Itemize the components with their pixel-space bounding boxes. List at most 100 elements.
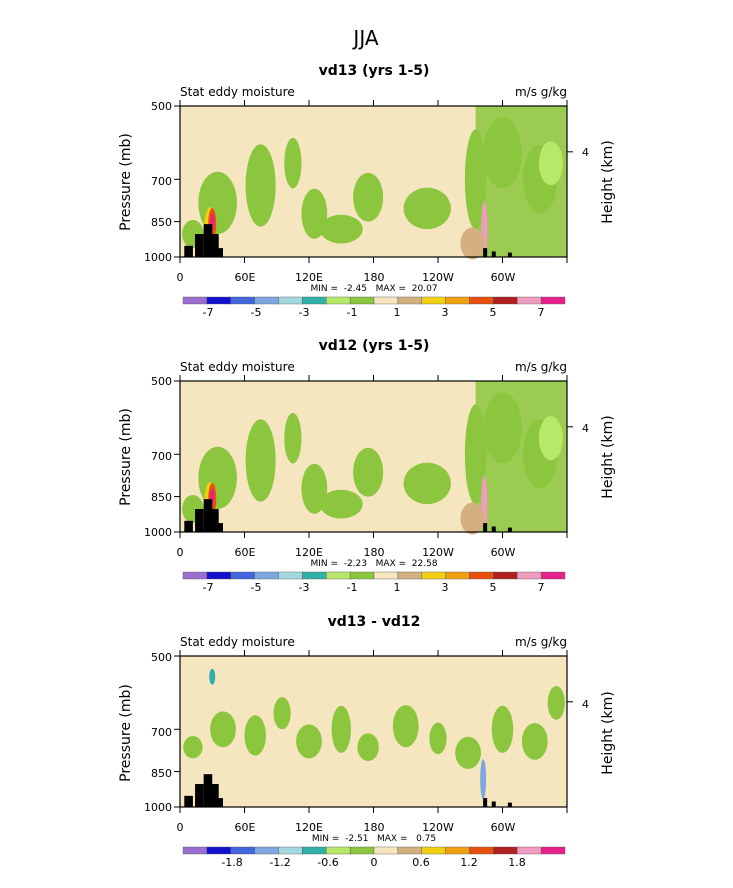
colorbar-swatch xyxy=(326,846,351,855)
panel-1-ytick-850: 850 xyxy=(151,216,172,229)
topography xyxy=(491,801,496,807)
panel-1-cb-label: -3 xyxy=(299,306,310,319)
panel-2-cb-label: 5 xyxy=(490,581,497,594)
panel-2-xtick-60w: 60W xyxy=(491,546,516,559)
panel-2-frame xyxy=(179,380,568,533)
colorbar-swatch xyxy=(421,296,446,305)
panel-1-ylabel: Pressure (mb) xyxy=(118,133,134,231)
panel-1-ytick-700: 700 xyxy=(151,175,172,188)
colorbar-swatch xyxy=(421,571,446,580)
contour-region xyxy=(429,722,447,755)
panel-3-right-label: m/s g/kg xyxy=(515,635,567,649)
topography xyxy=(214,798,223,807)
contour-region xyxy=(183,736,203,759)
panel-1-cb-label: 7 xyxy=(538,306,545,319)
topography xyxy=(195,234,204,257)
panel-2-cb-label: -7 xyxy=(203,581,214,594)
panel-2-ytick-850: 850 xyxy=(151,491,172,504)
colorbar-swatch xyxy=(254,846,279,855)
colorbar-swatch xyxy=(278,571,303,580)
colorbar-swatch xyxy=(326,296,351,305)
panel-2-stats: MIN = -2.23 MAX = 22.58 xyxy=(310,559,437,569)
panel-1: vd13 (yrs 1-5) Stat eddy moisture m/s g/… xyxy=(118,63,616,319)
panel-1-field xyxy=(174,100,573,263)
topography xyxy=(507,527,512,532)
panel-3-left-label: Stat eddy moisture xyxy=(180,635,295,649)
topography xyxy=(507,802,512,807)
colorbar-swatch xyxy=(278,296,303,305)
contour-region xyxy=(392,705,419,748)
colorbar-swatch xyxy=(326,571,351,580)
panel-3-cb-label: 1.8 xyxy=(508,856,526,869)
colorbar-swatch xyxy=(206,571,231,580)
panel-2-ytick-700: 700 xyxy=(151,450,172,463)
panel-3-field xyxy=(174,650,573,813)
panel-3-ytick-500: 500 xyxy=(151,651,172,664)
panel-2-ytick-1000: 1000 xyxy=(144,526,172,539)
colorbar-swatch xyxy=(349,846,375,855)
colorbar-swatch xyxy=(540,571,566,580)
panel-1-stats: MIN = -2.45 MAX = 20.07 xyxy=(310,284,437,294)
colorbar-swatch xyxy=(469,571,494,580)
contour-region xyxy=(284,412,302,464)
contour-region xyxy=(353,172,384,222)
panel-1-cb-label: 3 xyxy=(442,306,449,319)
panel-1-ytick-1000: 1000 xyxy=(144,251,172,264)
contour-region xyxy=(319,214,363,244)
topography xyxy=(491,526,496,532)
panel-2-right-label: m/s g/kg xyxy=(515,360,567,374)
colorbar-swatch xyxy=(182,296,208,305)
panel-1-xtick-60e: 60E xyxy=(235,271,256,284)
contour-region xyxy=(319,489,363,519)
panel-2-cb-label: -5 xyxy=(251,581,262,594)
topography xyxy=(214,523,223,532)
panel-3-title: vd13 - vd12 xyxy=(328,614,421,630)
contour-region xyxy=(273,697,291,730)
topography xyxy=(210,509,219,532)
panel-2-cb-label: 7 xyxy=(538,581,545,594)
colorbar-swatch xyxy=(206,296,231,305)
colorbar-swatch xyxy=(540,846,566,855)
topography xyxy=(483,798,488,807)
panel-3-xtick-120e: 120E xyxy=(295,821,323,834)
colorbar-swatch xyxy=(254,296,279,305)
panel-2-xtick-0: 0 xyxy=(177,546,184,559)
topography xyxy=(491,251,496,257)
topography xyxy=(210,784,219,807)
panel-1-xtick-180: 180 xyxy=(364,271,385,284)
contour-region xyxy=(209,668,216,685)
topography xyxy=(203,499,213,532)
contour-region xyxy=(538,141,563,186)
figure-title: JJA xyxy=(351,26,378,50)
panel-2-cb-label: -3 xyxy=(299,581,310,594)
panel-3-cb-label: -0.6 xyxy=(317,856,338,869)
contour-region xyxy=(357,733,379,762)
panel-1-colorbar xyxy=(182,296,566,305)
topography xyxy=(184,520,193,532)
panel-3-cb-label: 1.2 xyxy=(460,856,478,869)
colorbar-swatch xyxy=(349,296,375,305)
colorbar-swatch xyxy=(493,296,518,305)
contour-region xyxy=(455,736,481,770)
colorbar-swatch xyxy=(278,846,303,855)
colorbar-swatch xyxy=(493,846,518,855)
panel-2-ylabel-right: Height (km) xyxy=(600,415,616,498)
contour-region xyxy=(245,419,276,502)
contour-region xyxy=(353,447,384,497)
contour-region xyxy=(296,724,322,759)
topography xyxy=(483,523,488,532)
panel-3-xtick-60w: 60W xyxy=(491,821,516,834)
topography xyxy=(184,245,193,257)
panel-3-ytick-right-4: 4 xyxy=(582,698,589,711)
panel-1-title: vd13 (yrs 1-5) xyxy=(319,63,430,79)
panel-3-cb-label: 0 xyxy=(371,856,378,869)
panel-3-ylabel: Pressure (mb) xyxy=(118,684,134,782)
colorbar-swatch xyxy=(397,571,422,580)
colorbar-swatch xyxy=(373,571,399,580)
colorbar-swatch xyxy=(254,571,279,580)
panel-2: vd12 (yrs 1-5) Stat eddy moisture m/s g/… xyxy=(118,338,616,594)
colorbar-swatch xyxy=(302,846,327,855)
colorbar-swatch xyxy=(182,571,208,580)
colorbar-swatch xyxy=(230,571,255,580)
topography xyxy=(203,774,213,807)
